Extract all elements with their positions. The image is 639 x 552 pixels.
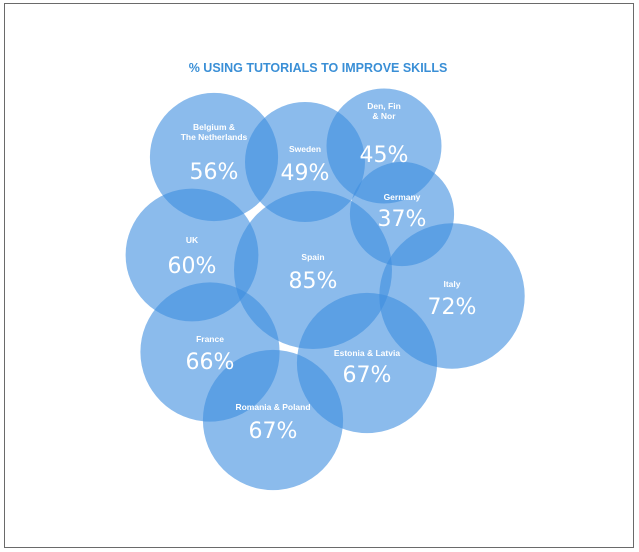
bubble-value-6: 72% [428,295,477,320]
bubble-label-9: Romania & Poland [235,402,310,412]
bubble-label-6: Italy [443,279,460,289]
bubble-label-0: The Netherlands [181,132,248,142]
bubble-value-4: 60% [168,254,217,279]
bubble-label-4: UK [186,235,199,245]
bubble-value-8: 67% [343,363,392,388]
bubble-0 [149,92,279,222]
label-group: Belgium &The Netherlands 56% Sweden 49% Den,… [168,101,477,444]
bubble-label-0: Belgium & [193,122,235,132]
bubble-label-2: & Nor [372,111,396,121]
bubble-value-9: 67% [249,419,298,444]
bubble-label-3: Germany [384,192,421,202]
bubble-value-7: 66% [186,350,235,375]
bubble-value-3: 37% [378,207,427,232]
bubble-label-2: Den, Fin [367,101,401,111]
bubble-label-7: France [196,334,224,344]
bubble-9 [202,349,344,491]
bubble-value-0: 56% [190,160,239,185]
bubble-label-8: Estonia & Latvia [334,348,400,358]
bubble-label-1: Sweden [289,144,321,154]
bubble-value-1: 49% [281,161,330,186]
bubble-value-2: 45% [360,143,409,168]
chart-title: % USING TUTORIALS TO IMPROVE SKILLS [189,61,448,75]
bubble-value-5: 85% [289,269,338,294]
bubble-label-5: Spain [301,252,324,262]
bubble-group [125,88,525,491]
